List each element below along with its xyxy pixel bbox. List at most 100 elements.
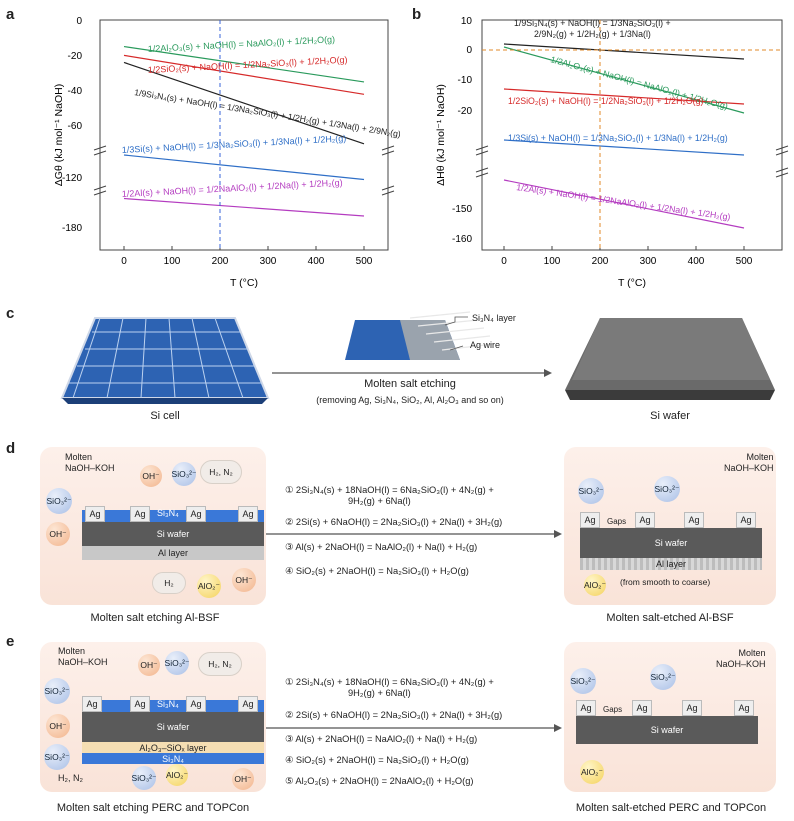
d-eq4: ④ SiO₂(s) + 2NaOH(l) = Na₂SiO₃(l) + H₂O(…: [285, 566, 469, 576]
b-xtick-400: 400: [688, 256, 705, 267]
chart-b-axis-break: [475, 145, 789, 178]
process-label: Molten salt etching: [364, 378, 456, 390]
chart-a-axis-break: [93, 145, 395, 196]
e-alo2-ion: AlO₂⁻: [166, 764, 188, 786]
a-xtick-400: 400: [308, 256, 325, 267]
e-ag-4: Ag: [238, 696, 258, 712]
d-arrow: [266, 530, 562, 538]
e-si-wafer: Si wafer: [82, 712, 264, 742]
si-cell-image: [60, 317, 270, 404]
e-right-si-wafer: Si wafer: [576, 716, 758, 744]
d-right-sio3-1: SiO₃²⁻: [578, 478, 604, 504]
b-label-si: 1/3Si(s) + NaOH(l) = 1/3Na₂SiO₃(l) + 1/3…: [508, 133, 728, 143]
chart-b: 0 100 200 300 400 500 10 0 -10 -20 -150 -160 …: [435, 16, 789, 289]
b-label-si3n4-2: 2/9N₂(g) + 1/2H₂(g) + 1/3Na(l): [534, 29, 651, 39]
e-sio3-ion-left-2: SiO₃²⁻: [44, 744, 70, 770]
e-sio3-ion-left: SiO₃²⁻: [44, 678, 70, 704]
b-xtick-500: 500: [736, 256, 753, 267]
b-ylabel: ΔHθ (kJ mol⁻¹ NaOH): [435, 84, 447, 186]
e-ag-2: Ag: [130, 696, 150, 712]
si-cell-label: Si cell: [150, 410, 180, 422]
e-right-ag-1: Ag: [576, 700, 596, 716]
e-eq5: ⑤ Al₂O₃(s) + 2NaOH(l) = 2NaAlO₂(l) + H₂O…: [285, 776, 474, 786]
e-right-ag-2: Ag: [632, 700, 652, 716]
e-molten-right: Molten NaOH–KOH: [716, 648, 766, 669]
e-arrow: [266, 724, 562, 732]
d-eq3: ③ Al(s) + 2NaOH(l) = NaAlO₂(l) + Na(l) +…: [285, 542, 478, 552]
e-right-ag-4: Ag: [734, 700, 754, 716]
d-oh-ion-bottom: OH⁻: [232, 568, 256, 592]
a-series-line-0: [123, 45, 365, 83]
removing-label: (removing Ag, Si₃N₄, SiO₂, Al, Al₂O₃ and…: [316, 395, 504, 405]
b-label-al: 1/2Al(s) + NaOH(l) = 1/2NaAlO₂(l) + 1/2N…: [516, 182, 731, 222]
b-ytick-m150: -150: [452, 204, 472, 215]
e-right-sio3-1: SiO₃²⁻: [570, 668, 596, 694]
a-ylabel: ΔGθ (kJ mol⁻¹ NaOH): [53, 84, 65, 186]
b-ytick-10: 10: [461, 16, 473, 27]
d-oh-ion-left: OH⁻: [46, 522, 70, 546]
b-xtick-300: 300: [640, 256, 657, 267]
a-xtick-100: 100: [164, 256, 181, 267]
a-series-line-2: [123, 61, 365, 145]
d-si3n4-label: Si₃N₄: [157, 508, 179, 518]
chart-a: 0 100 200 300 400 500 0 -20 -40 -60 -120 -180…: [53, 16, 400, 289]
e-si3n4-bottom: Si₃N₄: [82, 753, 264, 764]
panel-label-e: e: [6, 633, 15, 650]
b-ytick-m20: -20: [458, 106, 473, 117]
d-si-wafer: Si wafer: [82, 522, 264, 546]
d-caption-right: Molten salt-etched Al-BSF: [606, 612, 734, 624]
e-eq4: ④ SiO₂(s) + 2NaOH(l) = Na₂SiO₃(l) + H₂O(…: [285, 755, 469, 765]
b-xtick-100: 100: [544, 256, 561, 267]
d-al-layer: Al layer: [82, 546, 264, 560]
e-ag-1: Ag: [82, 696, 102, 712]
a-series-line-4: [123, 197, 365, 217]
b-ytick-m10: -10: [458, 75, 473, 86]
etching-cell-image: [345, 311, 495, 360]
e-right-alo2-ion: AlO₂⁻: [580, 760, 604, 784]
a-label-si: 1/3Si(s) + NaOH(l) = 1/3Na₂SiO₃(l) + 1/3…: [122, 133, 347, 155]
b-series-line-0: [503, 43, 745, 60]
a-label-al: 1/2Al(s) + NaOH(l) = 1/2NaAlO₂(l) + 1/2N…: [122, 177, 343, 199]
a-ytick-180: -180: [62, 223, 82, 234]
ag-wire-label: Ag wire: [470, 340, 501, 350]
a-label-si3n4: 1/9Si₃N₄(s) + NaOH(l) = 1/3Na₂SiO₃(l) + …: [134, 87, 400, 140]
b-xlabel: T (°C): [618, 277, 646, 289]
e-oh-ion-bottom: OH⁻: [232, 768, 254, 790]
d-si3n4-layer: [82, 510, 264, 522]
d-h2-cloud: H₂: [152, 572, 186, 594]
e-si3n4-top: [82, 700, 264, 712]
a-xtick-200: 200: [212, 256, 229, 267]
d-ag-3: Ag: [186, 506, 206, 522]
e-h2n2-bottom: H₂, N₂: [58, 773, 83, 783]
a-xlabel: T (°C): [230, 277, 258, 289]
d-right-ag-3: Ag: [684, 512, 704, 528]
d-sio3-ion: SiO₃²⁻: [172, 462, 196, 486]
d-right-ag-4: Ag: [736, 512, 756, 528]
d-ag-2: Ag: [130, 506, 150, 522]
a-xtick-0: 0: [121, 256, 127, 267]
d-molten-left: Molten NaOH–KOH: [65, 452, 115, 473]
d-eq1: ① 2Si₃N₄(s) + 18NaOH(l) = 6Na₂SiO₃(l) + …: [285, 485, 494, 495]
e-right-ag-3: Ag: [682, 700, 702, 716]
e-caption-right: Molten salt-etched PERC and TOPCon: [575, 802, 767, 814]
d-right-ag-1: Ag: [580, 512, 600, 528]
a-label-al2o3: 1/2Al₂O₃(s) + NaOH(l) = NaAlO₂(l) + 1/2H…: [148, 34, 336, 54]
a-ytick-20: -20: [68, 51, 83, 62]
b-xtick-200: 200: [592, 256, 609, 267]
e-oh-ion-left: OH⁻: [46, 714, 70, 738]
d-eq1b: 9H₂(g) + 6Na(l): [348, 496, 411, 506]
d-ag-1: Ag: [85, 506, 105, 522]
d-alo2-ion: AlO₂⁻: [197, 574, 221, 598]
a-label-sio2: 1/2SiO₂(s) + NaOH(l) = 1/2Na₂SiO₃(l) + 1…: [148, 55, 348, 75]
e-eq2: ② 2Si(s) + 6NaOH(l) = 2Na₂SiO₃(l) + 2Na(…: [285, 710, 503, 720]
e-gas-cloud: H₂, N₂: [198, 652, 242, 676]
panel-c-illustration: [60, 311, 775, 404]
e-ag-3: Ag: [186, 696, 206, 712]
e-caption-left: Molten salt etching PERC and TOPCon: [56, 802, 250, 814]
b-xtick-0: 0: [501, 256, 507, 267]
a-xtick-500: 500: [356, 256, 373, 267]
si-wafer-image: [565, 318, 775, 400]
e-right-sio3-2: SiO₃²⁻: [650, 664, 676, 690]
d-right-al-layer: Al layer: [580, 558, 762, 570]
panel-label-b: b: [412, 6, 422, 23]
